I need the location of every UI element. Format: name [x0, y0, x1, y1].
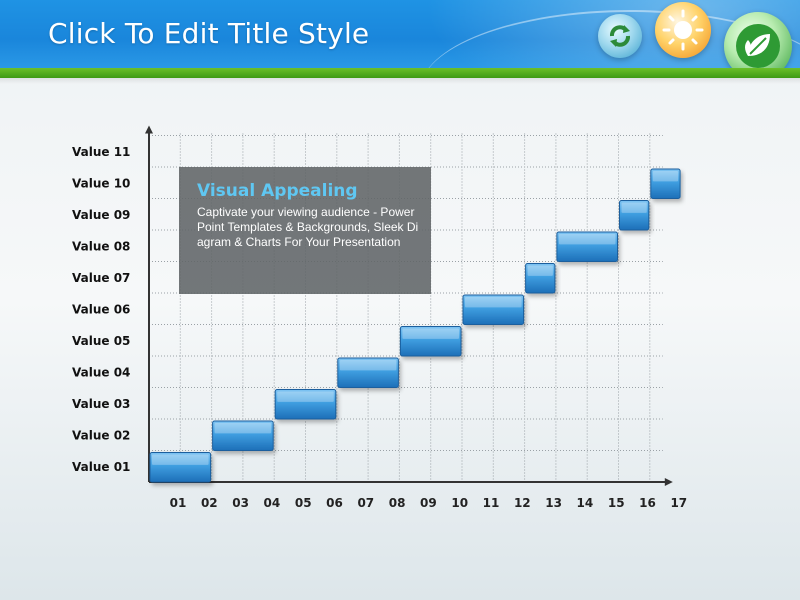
x-axis-arrow [664, 478, 673, 486]
x-tick-label: 14 [577, 496, 594, 510]
y-tick-label: Value 07 [72, 271, 130, 285]
slide-header: Click To Edit Title Style [0, 0, 800, 72]
x-tick-label: 06 [326, 496, 343, 510]
x-tick-label: 13 [545, 496, 562, 510]
x-tick-label: 11 [483, 496, 500, 510]
x-tick-label: 05 [295, 496, 312, 510]
y-tick-label: Value 08 [72, 240, 130, 254]
chart-step-bar [525, 263, 556, 294]
chart-step-bar [462, 294, 525, 325]
y-tick-label: Value 01 [72, 460, 130, 474]
chart-step-bar [274, 389, 337, 420]
callout-box: Visual Appealing Captivate your viewing … [179, 167, 431, 294]
x-tick-label: 02 [201, 496, 218, 510]
chart-step-highlight [527, 265, 553, 276]
chart-step-bar [650, 168, 681, 199]
x-tick-label: 09 [420, 496, 437, 510]
x-tick-label: 07 [357, 496, 374, 510]
chart-step-bar [556, 231, 619, 262]
y-tick-label: Value 03 [72, 397, 130, 411]
x-tick-label: 12 [514, 496, 531, 510]
y-tick-label: Value 10 [72, 177, 130, 191]
chart-step-highlight [339, 360, 397, 371]
x-tick-label: 08 [389, 496, 406, 510]
chart-step-highlight [652, 171, 679, 182]
chart-step-bar [619, 200, 650, 231]
recycle-icon [598, 14, 642, 58]
callout-title: Visual Appealing [197, 181, 358, 201]
x-tick-label: 04 [264, 496, 281, 510]
y-tick-label: Value 05 [72, 334, 130, 348]
chart-step-highlight [558, 234, 616, 245]
chart-step-bar [337, 357, 399, 388]
header-arc [420, 10, 800, 72]
header-green-bar [0, 68, 800, 78]
y-tick-label: Value 11 [72, 145, 130, 159]
leaf-icon [724, 12, 792, 72]
y-tick-label: Value 04 [72, 366, 130, 380]
chart-step-highlight [152, 454, 209, 465]
y-tick-label: Value 09 [72, 208, 130, 222]
chart-step-highlight [214, 423, 272, 434]
x-tick-label: 16 [639, 496, 656, 510]
x-tick-label: 03 [232, 496, 249, 510]
callout-body: Captivate your viewing audience - PowerP… [197, 205, 419, 249]
x-tick-label: 10 [451, 496, 468, 510]
chart-step-highlight [402, 328, 459, 339]
x-tick-label: 15 [608, 496, 625, 510]
chart-step-highlight [277, 391, 334, 402]
chart-step-bar [399, 326, 462, 357]
chart-step-bar [149, 452, 212, 483]
chart-steps [149, 168, 681, 483]
x-axis-labels: 01 02 03 04 05 06 07 08 09 10 11 12 13 14 15 16 17 [170, 496, 688, 510]
chart-step-highlight [621, 202, 647, 213]
sun-icon [655, 2, 711, 58]
header-green-bar-shadow [0, 78, 800, 84]
chart-step-highlight [465, 297, 522, 308]
x-tick-label: 17 [670, 496, 687, 510]
y-axis-labels: Value 01 Value 02 Value 03 Value 04 Value 05… [72, 145, 130, 474]
y-axis-arrow [145, 125, 153, 134]
y-tick-label: Value 06 [72, 303, 130, 317]
y-tick-label: Value 02 [72, 429, 130, 443]
slide-title[interactable]: Click To Edit Title Style [48, 17, 370, 50]
chart-axes [145, 125, 673, 486]
x-tick-label: 01 [170, 496, 187, 510]
chart-step-bar [212, 420, 274, 451]
